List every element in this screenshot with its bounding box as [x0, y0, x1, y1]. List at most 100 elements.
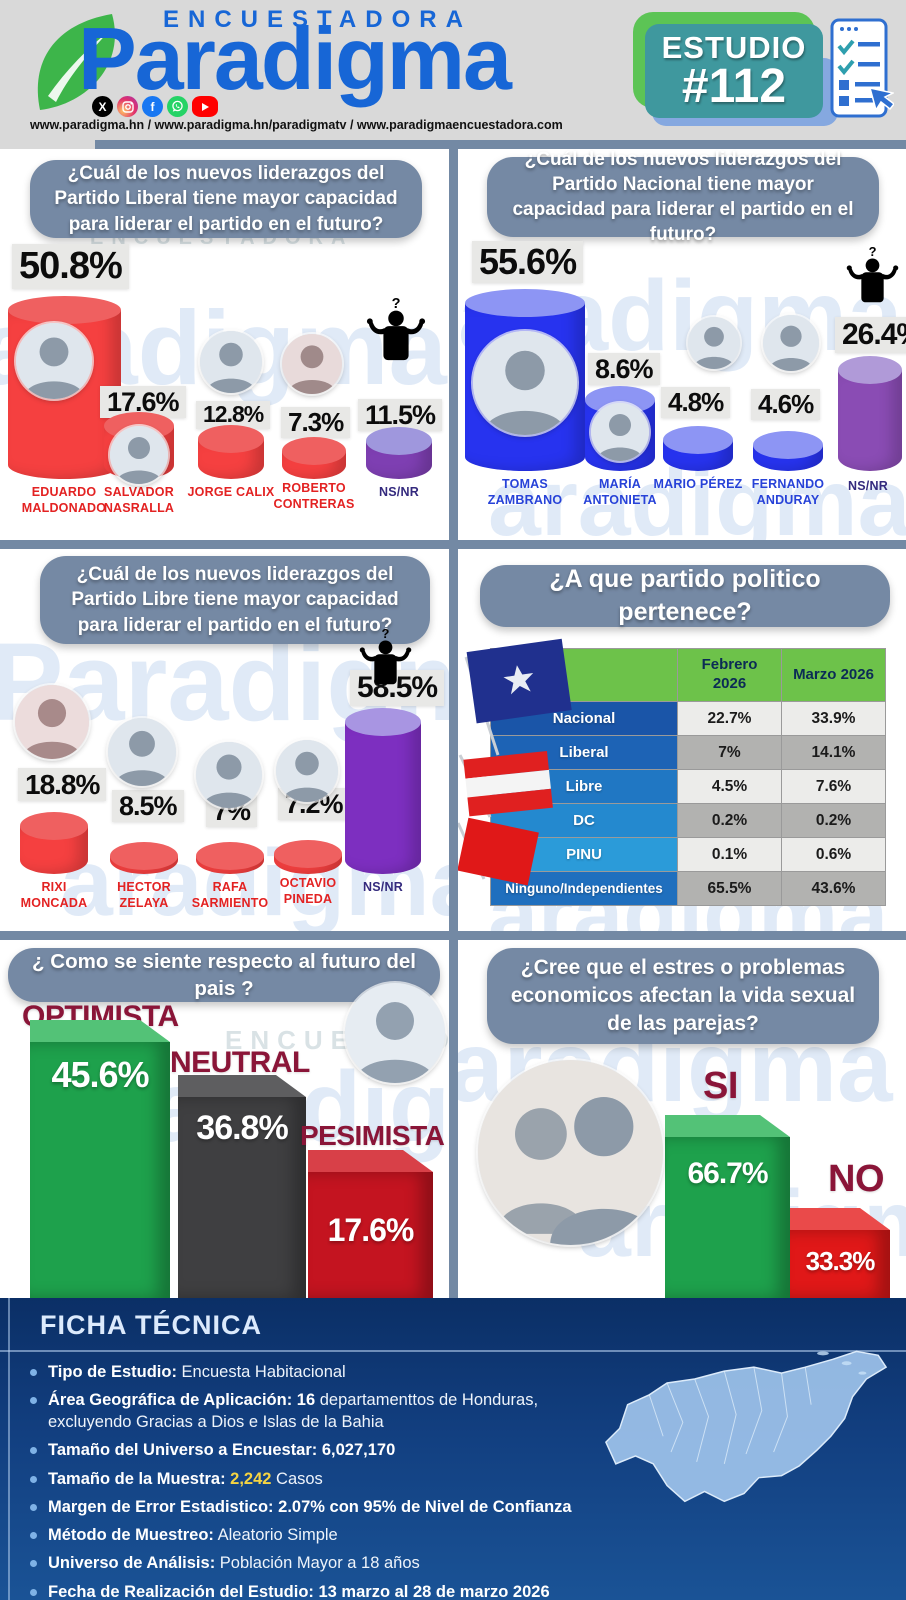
- label-si: SI: [703, 1065, 738, 1107]
- pct-tomas: 55.6%: [472, 241, 584, 284]
- bar-rixi-moncada: [20, 812, 88, 874]
- panel-estres-title: ¿Cree que el estres o problemas economic…: [487, 948, 879, 1044]
- table-cell: 14.1%: [782, 736, 885, 769]
- pct-fernando: 4.6%: [751, 389, 821, 421]
- badge-study-number: #112: [681, 59, 787, 113]
- whatsapp-icon[interactable]: [167, 96, 188, 117]
- photo-octavio-pineda: [276, 740, 338, 802]
- pct-no: 33.3%: [805, 1246, 876, 1276]
- bullet-icon: [30, 1532, 37, 1540]
- bar-label: MARÍA ANTONIETA: [583, 477, 657, 507]
- bar-neutral: 36.8%: [178, 1075, 306, 1298]
- pct-eduardo: 50.8%: [12, 244, 129, 289]
- instagram-icon[interactable]: [117, 96, 138, 117]
- ficha-items: Tipo de Estudio: Encuesta Habitacional Á…: [30, 1362, 615, 1600]
- ficha-title: FICHA TÉCNICA: [40, 1310, 262, 1340]
- ficha-item: Universo de Análisis: Población Mayor a …: [30, 1553, 615, 1575]
- label-neutral: NEUTRAL: [170, 1046, 310, 1079]
- study-number-badge: ESTUDIO #112: [645, 24, 823, 118]
- pct-hector: 8.5%: [112, 790, 184, 823]
- svg-text:?: ?: [392, 296, 401, 312]
- photo-tomas-zambrano: [473, 331, 577, 435]
- ficha-item: Tamaño del Universo a Encuestar: 6,027,1…: [30, 1440, 615, 1462]
- table-cell: 0.6%: [782, 838, 885, 871]
- table-cell: 0.2%: [678, 804, 781, 837]
- svg-text:?: ?: [869, 244, 877, 259]
- photo-jorge-calix: [200, 331, 262, 393]
- bar-label: NS/NR: [848, 479, 888, 493]
- facebook-icon[interactable]: f: [142, 96, 163, 117]
- bullet-icon: [30, 1475, 37, 1483]
- pct-roberto: 7.3%: [281, 407, 351, 439]
- pct-optimista: 45.6%: [51, 1054, 149, 1095]
- bar-label: RIXI MONCADA: [20, 880, 88, 910]
- divider-row2: [0, 931, 906, 940]
- shrug-person-icon: ?: [366, 296, 426, 361]
- bar-label: EDUARDO MALDONADO: [21, 485, 107, 515]
- label-pesimista: PESIMISTA: [300, 1120, 445, 1151]
- honduras-map: [605, 1350, 888, 1503]
- bar-label: FERNANDO ANDURAY: [751, 477, 825, 507]
- ficha-item: Método de Muestreo: Aleatorio Simple: [30, 1525, 615, 1547]
- youtube-icon[interactable]: [192, 96, 218, 117]
- bullet-icon: [30, 1447, 37, 1455]
- table-cell: 43.6%: [782, 872, 885, 905]
- panel-nacional: aradigma aradigma ¿Cuál de los nuevos li…: [458, 149, 906, 540]
- table-header-feb: Febrero 2026: [678, 649, 781, 701]
- x-icon[interactable]: X: [92, 96, 113, 117]
- table-cell: 33.9%: [782, 702, 885, 735]
- bar-rafa-sarmiento: [196, 842, 264, 874]
- bar-nsnr-libre: [345, 708, 421, 874]
- table-cell: 4.5%: [678, 770, 781, 803]
- ficha-tecnica: FICHA TÉCNICA Tipo de Estudio: Encuesta …: [0, 1298, 906, 1600]
- ficha-item: Tamaño de la Muestra: 2,242 Casos: [30, 1469, 615, 1491]
- bar-label: HECTOR ZELAYA: [117, 880, 171, 910]
- pct-nsnr-liberal: 11.5%: [358, 399, 443, 432]
- photo-eduardo-maldonado: [16, 323, 92, 399]
- panel-futuro: ENCUESTADORA aradigma ¿ Como se siente r…: [0, 940, 449, 1298]
- photo-hector-zelaya: [108, 718, 176, 786]
- bar-si: 66.7%: [665, 1115, 790, 1298]
- label-no: NO: [828, 1158, 885, 1200]
- bar-roberto-contreras: [282, 437, 346, 479]
- party-flags-icon: [458, 638, 572, 886]
- bar-hector-zelaya: [110, 842, 178, 874]
- bar-label: ROBERTO CONTRERAS: [273, 481, 355, 511]
- leaf-logo-icon: [37, 14, 115, 110]
- photo-rafa-sarmiento: [196, 742, 262, 808]
- divider-vertical: [449, 140, 458, 1298]
- bullet-icon: [30, 1503, 37, 1511]
- ficha-divider: [0, 1350, 906, 1352]
- table-cell: 0.1%: [678, 838, 781, 871]
- bar-label: OCTAVIO PINEDA: [279, 876, 337, 906]
- ficha-item: Área Geográfica de Aplicación: 16 depart…: [30, 1390, 615, 1434]
- social-icons: X f: [92, 96, 218, 117]
- divider-top: [95, 140, 906, 149]
- bar-pesimista: 17.6%: [308, 1150, 433, 1298]
- bar-optimista: 45.6%: [30, 1020, 170, 1298]
- shrug-person-icon: ?: [359, 626, 412, 685]
- website-urls[interactable]: www.paradigma.hn / www.paradigma.hn/para…: [30, 118, 563, 132]
- pct-jorge: 12.8%: [196, 401, 271, 429]
- header: Paradigma ENCUESTADORA X f www.paradigma…: [0, 0, 906, 140]
- party-table: Febrero 2026 Marzo 2026 Nacional 22.7% 3…: [490, 648, 886, 906]
- photo-mario-perez: [688, 317, 740, 369]
- ficha-item: Margen de Error Estadistico: 2.07% con 9…: [30, 1497, 615, 1519]
- table-cell: 0.2%: [782, 804, 885, 837]
- panel-nacional-title: ¿Cuál de los nuevos liderazgos del Parti…: [487, 149, 879, 245]
- bar-fernando-anduray: [753, 431, 823, 471]
- table-cell: 65.5%: [678, 872, 781, 905]
- pct-si: 66.7%: [687, 1157, 768, 1190]
- bullet-icon: [30, 1560, 37, 1568]
- pct-neutral: 36.8%: [196, 1109, 288, 1147]
- table-header-mar: Marzo 2026: [782, 649, 885, 701]
- pct-pesimista: 17.6%: [327, 1212, 415, 1248]
- bar-label: MARIO PÉREZ: [653, 477, 743, 491]
- bar-jorge-calix: [198, 425, 264, 479]
- badge-estudio-label: ESTUDIO: [661, 29, 807, 65]
- bar-label: RAFA SARMIENTO: [191, 880, 269, 910]
- survey-checklist-icon: [830, 18, 894, 118]
- table-cell: 7.6%: [782, 770, 885, 803]
- pct-rixi: 18.8%: [18, 768, 107, 802]
